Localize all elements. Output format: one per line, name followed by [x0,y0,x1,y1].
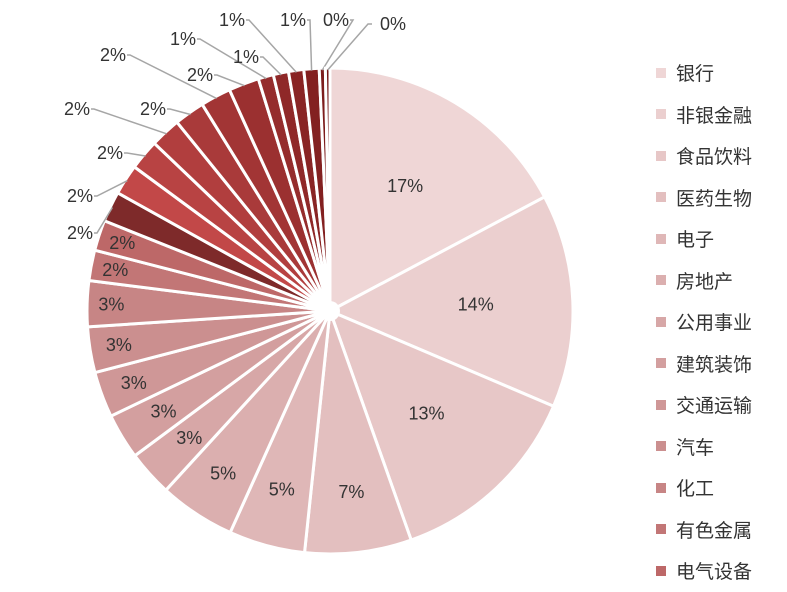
leader-line [91,108,167,135]
legend-swatch [656,275,666,286]
legend-swatch [656,441,666,452]
legend-label: 电子 [676,229,715,252]
slice-percent-label: 1% [280,10,306,30]
leader-line [124,152,146,157]
leader-line [260,56,282,76]
legend-label: 有色金属 [676,519,753,542]
legend-label: 化工 [676,478,715,501]
legend-item: 银行 [656,52,784,94]
legend-label: 医药生物 [676,187,753,210]
legend-label: 银行 [676,63,715,86]
legend-item: 交通运输 [656,384,784,426]
pie-center [320,301,340,321]
leader-line [197,38,267,80]
legend-label: 房地产 [676,270,734,293]
legend-item: 食品饮料 [656,135,784,177]
leader-line [94,180,128,197]
leader-line [246,19,297,73]
slice-percent-label: 0% [323,10,349,30]
leader-line [167,108,191,116]
legend-swatch [656,233,666,244]
slice-percent-label: 3% [106,335,132,355]
slice-percent-label: 3% [98,294,124,314]
legend-item: 汽车 [656,426,784,468]
slice-percent-label: 2% [97,143,123,163]
legend-item: 有色金属 [656,509,784,551]
slice-percent-label: 2% [67,223,93,243]
legend-item: 医药生物 [656,177,784,219]
legend-swatch [656,192,666,203]
legend-item: 公用事业 [656,301,784,343]
pie-slice [303,309,413,556]
legend-label: 食品饮料 [676,146,753,169]
pie-slice [328,195,575,408]
legend-item: 建筑装饰 [656,343,784,385]
legend-swatch [656,524,666,535]
legend-label: 建筑装饰 [676,353,753,376]
chart-legend: 银行非银金融食品饮料医药生物电子房地产公用事业建筑装饰交通运输汽车化工有色金属电… [656,52,784,592]
legend-label: 公用事业 [676,312,753,335]
slice-percent-label: 2% [67,186,93,206]
legend-swatch [656,399,666,410]
leader-line [321,19,355,71]
legend-swatch [656,150,666,161]
legend-item: 电子 [656,218,784,260]
legend-swatch [656,316,666,327]
slice-percent-label: 2% [109,233,135,253]
legend-swatch [656,67,666,78]
slice-percent-label: 5% [269,479,295,499]
leader-line [307,19,313,71]
slice-percent-label: 1% [233,47,259,67]
legend-item: 房地产 [656,260,784,302]
slice-percent-label: 5% [210,463,236,483]
slice-percent-label: 3% [150,401,176,421]
slice-percent-label: 3% [121,373,147,393]
legend-item: 非银金融 [656,94,784,136]
pie-slice [328,66,547,313]
slice-percent-label: 3% [176,428,202,448]
slice-percent-label: 17% [387,176,423,196]
pie-slice [328,309,556,542]
leader-line [214,74,245,87]
slice-percent-label: 2% [102,260,128,280]
slice-percent-label: 2% [100,45,126,65]
legend-swatch [656,482,666,493]
slice-percent-label: 2% [64,99,90,119]
legend-swatch [656,358,666,369]
slice-percent-label: 13% [408,404,444,424]
legend-swatch [656,565,666,576]
legend-label: 汽车 [676,436,715,459]
slice-percent-label: 1% [170,29,196,49]
slice-percent-label: 0% [380,14,406,34]
slice-percent-label: 14% [458,295,494,315]
slice-percent-label: 7% [338,482,364,502]
slice-percent-label: 1% [219,10,245,30]
legend-label: 交通运输 [676,395,753,418]
leader-line [94,207,114,234]
legend-item: 电气设备 [656,550,784,592]
leader-line [127,54,217,100]
legend-label: 电气设备 [676,561,753,584]
legend-swatch [656,109,666,120]
slice-percent-label: 2% [187,65,213,85]
legend-item: 化工 [656,467,784,509]
legend-label: 非银金融 [676,104,753,127]
leader-line [327,23,372,71]
slice-percent-label: 2% [140,99,166,119]
